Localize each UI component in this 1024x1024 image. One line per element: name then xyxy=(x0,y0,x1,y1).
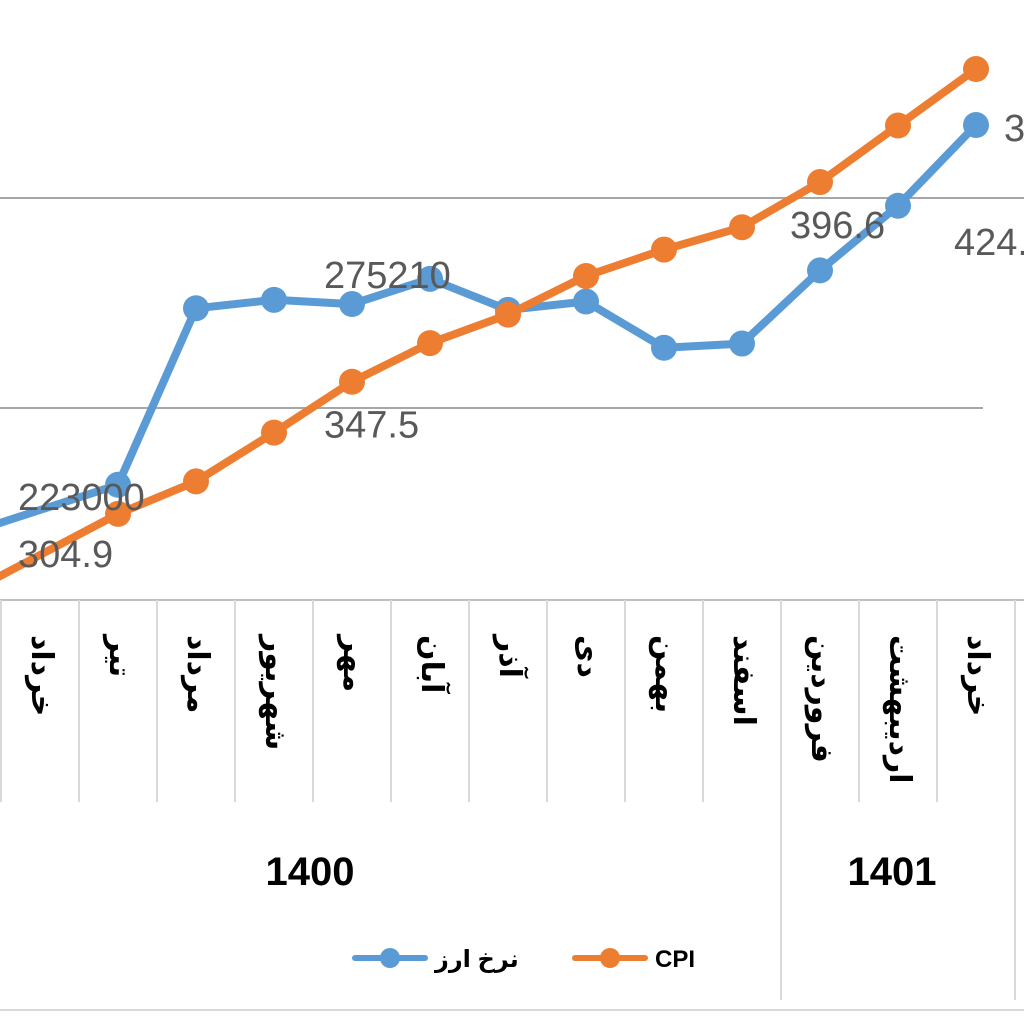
data-point xyxy=(729,214,755,241)
legend: نرخ ارز CPI xyxy=(352,946,695,973)
legend-label: CPI xyxy=(655,946,695,973)
data-point xyxy=(339,368,365,395)
gridlines xyxy=(0,197,1024,409)
data-point xyxy=(261,419,287,446)
data-point xyxy=(417,265,443,292)
year-label: 1401 xyxy=(848,850,937,894)
data-point xyxy=(651,334,677,361)
year-label: 1400 xyxy=(266,850,355,894)
month-label: آبان xyxy=(415,635,451,694)
data-point xyxy=(885,192,911,219)
series-line xyxy=(0,121,980,528)
month-label: تیر xyxy=(103,633,136,677)
month-label: اسفند xyxy=(727,635,760,726)
legend-marker xyxy=(600,948,620,968)
month-label: خرداد xyxy=(25,635,58,716)
data-label: 223000 xyxy=(18,477,145,519)
data-label: 396.6 xyxy=(790,205,885,247)
data-point xyxy=(105,500,131,527)
month-label: مهر xyxy=(337,633,370,692)
data-point xyxy=(339,291,365,318)
month-label: فروردین xyxy=(804,635,838,763)
data-point xyxy=(885,112,911,139)
month-label: اردیبهشت xyxy=(883,635,916,784)
data-point xyxy=(495,301,521,328)
data-point xyxy=(807,257,833,284)
category-axis: 1400 1401 خرداد تیر مرداد شهریور مهر آبان آذر دی ب… xyxy=(0,599,1024,1011)
month-label: بهمن xyxy=(649,635,682,713)
legend-label: نرخ ارز xyxy=(434,946,519,973)
data-point xyxy=(261,286,287,313)
month-label: شهریور xyxy=(259,633,292,750)
data-label: 317 xyxy=(1004,108,1024,150)
month-label: دی xyxy=(571,635,604,678)
month-label: مرداد xyxy=(181,635,214,713)
data-point xyxy=(183,468,209,495)
data-label: 275210 xyxy=(324,255,451,297)
data-point xyxy=(963,56,989,82)
series-area xyxy=(0,56,989,581)
legend-marker xyxy=(380,948,400,968)
data-labels: 223000 275210 317 304.9 347.5 396.6 424.4 xyxy=(18,108,1024,576)
month-label: خرداد xyxy=(961,635,994,716)
data-label: 347.5 xyxy=(324,405,419,447)
data-point xyxy=(651,236,677,263)
month-label: آذر xyxy=(493,633,529,679)
data-point xyxy=(573,263,599,290)
series-line xyxy=(0,65,980,581)
data-point xyxy=(729,330,755,357)
data-label: 304.9 xyxy=(18,534,113,576)
data-point xyxy=(105,471,131,498)
data-point xyxy=(417,330,443,357)
data-point xyxy=(183,295,209,322)
data-point xyxy=(807,169,833,196)
data-point xyxy=(573,288,599,315)
data-point xyxy=(963,112,989,138)
data-label: 424.4 xyxy=(954,222,1024,264)
